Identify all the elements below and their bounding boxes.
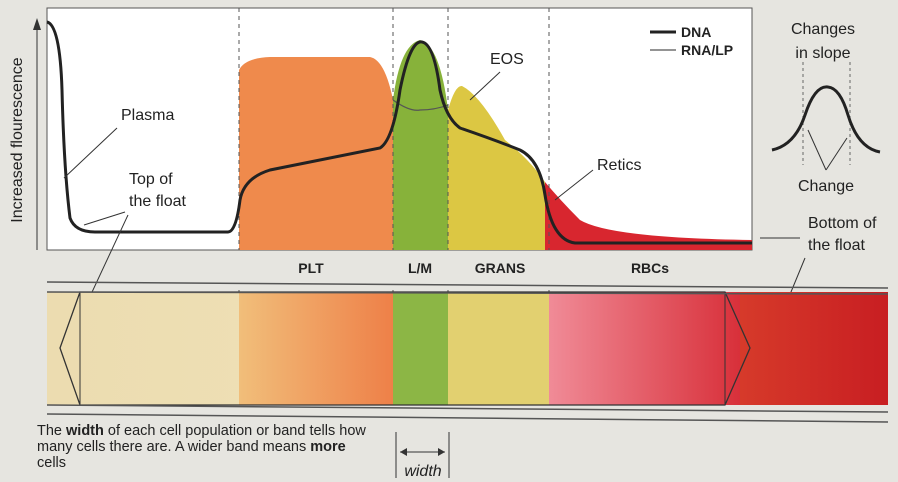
band-label: L/M bbox=[408, 260, 432, 276]
caption-bold: more bbox=[310, 439, 345, 455]
inset-title: in slope bbox=[795, 45, 850, 62]
diagram-canvas: DNA RNA/LP Increased flourescence Plasma… bbox=[0, 0, 898, 482]
inset-label: Change bbox=[798, 178, 854, 195]
caption-text: The bbox=[37, 423, 66, 439]
annotation: the float bbox=[808, 237, 865, 254]
annotation: Plasma bbox=[121, 107, 174, 124]
pointer bbox=[808, 130, 826, 170]
band-label: GRANS bbox=[475, 260, 526, 276]
lm-area bbox=[393, 40, 448, 250]
annotation: EOS bbox=[490, 51, 524, 68]
plt-area bbox=[239, 57, 393, 250]
diagram: DNA RNA/LP Increased flourescence Plasma… bbox=[0, 0, 898, 482]
annotation: Top of bbox=[129, 171, 173, 188]
axis-label: Increased flourescence bbox=[9, 57, 26, 223]
band-label: PLT bbox=[298, 260, 324, 276]
inset-title: Changes bbox=[791, 21, 855, 38]
legend-label: RNA/LP bbox=[681, 42, 733, 58]
pointer bbox=[826, 138, 847, 170]
y-arrow bbox=[33, 18, 41, 30]
caption: The width of each cell population or ban… bbox=[37, 423, 367, 471]
tube bbox=[47, 282, 888, 422]
band-label: RBCs bbox=[631, 260, 669, 276]
width-label: width bbox=[404, 463, 441, 480]
caption-bold: width bbox=[66, 423, 104, 439]
annotation: Retics bbox=[597, 157, 641, 174]
inset-curve bbox=[772, 87, 880, 152]
caption-text: cells bbox=[37, 455, 66, 471]
annotation: the float bbox=[129, 193, 186, 210]
annotation: Bottom of bbox=[808, 215, 877, 232]
legend-label: DNA bbox=[681, 24, 711, 40]
